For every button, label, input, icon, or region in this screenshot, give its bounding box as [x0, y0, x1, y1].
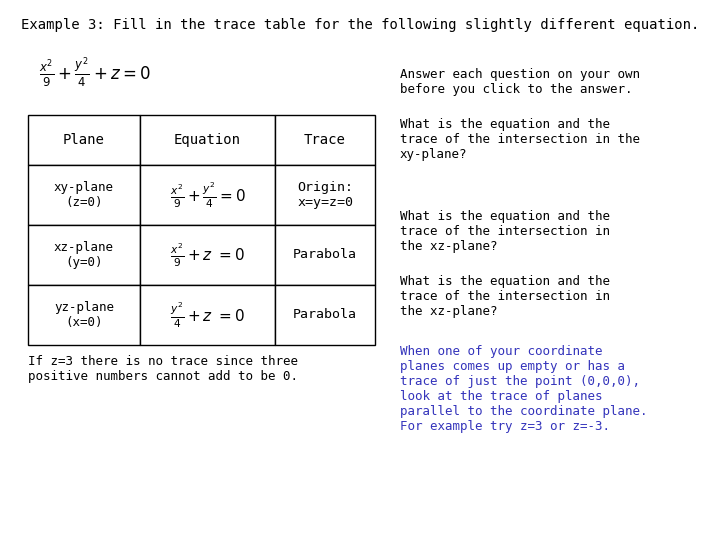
Bar [28, 115, 140, 165]
Text: $\frac{x^2}{9}+\frac{y^2}{4}=0$: $\frac{x^2}{9}+\frac{y^2}{4}=0$ [169, 180, 246, 210]
Bar [140, 165, 275, 225]
Text: What is the equation and the
trace of the intersection in
the xz-plane?: What is the equation and the trace of th… [400, 210, 610, 253]
Text: What is the equation and the
trace of the intersection in
the xz-plane?: What is the equation and the trace of th… [400, 275, 610, 318]
Text: $\frac{x^2}{9} + \frac{y^2}{4} + z = 0$: $\frac{x^2}{9} + \frac{y^2}{4} + z = 0$ [39, 55, 151, 89]
Text: Answer each question on your own
before you click to the answer.: Answer each question on your own before … [400, 68, 640, 96]
Text: What is the equation and the
trace of the intersection in the
xy-plane?: What is the equation and the trace of th… [400, 118, 640, 161]
Bar [275, 285, 375, 345]
Bar [140, 225, 275, 285]
Bar [275, 115, 375, 165]
Text: Parabola: Parabola [293, 248, 357, 261]
Bar [28, 225, 140, 285]
Text: If z=3 there is no trace since three
positive numbers cannot add to be 0.: If z=3 there is no trace since three pos… [28, 355, 298, 383]
Text: xy-plane
(z=0): xy-plane (z=0) [54, 181, 114, 209]
Bar [140, 115, 275, 165]
Text: yz-plane
(x=0): yz-plane (x=0) [54, 301, 114, 329]
Text: Parabola: Parabola [293, 308, 357, 321]
Bar [275, 165, 375, 225]
Text: Equation: Equation [174, 133, 241, 147]
Text: Example 3: Fill in the trace table for the following slightly different equation: Example 3: Fill in the trace table for t… [21, 18, 699, 32]
Text: When one of your coordinate
planes comes up empty or has a
trace of just the poi: When one of your coordinate planes comes… [400, 345, 647, 433]
Bar [28, 285, 140, 345]
Bar [140, 285, 275, 345]
Bar [275, 225, 375, 285]
Bar [28, 165, 140, 225]
Text: Trace: Trace [304, 133, 346, 147]
Text: xz-plane
(y=0): xz-plane (y=0) [54, 241, 114, 269]
Text: Plane: Plane [63, 133, 105, 147]
Text: Origin:
x=y=z=0: Origin: x=y=z=0 [297, 181, 353, 209]
Text: $\frac{x^2}{9}+z\ =0$: $\frac{x^2}{9}+z\ =0$ [170, 241, 245, 269]
Text: $\frac{y^2}{4}+z\ =0$: $\frac{y^2}{4}+z\ =0$ [170, 300, 245, 330]
